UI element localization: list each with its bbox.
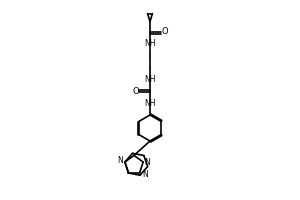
Text: NH: NH [144, 40, 156, 48]
Text: N: N [142, 170, 148, 179]
Text: N: N [144, 158, 150, 167]
Text: O: O [161, 27, 168, 36]
Text: O: O [132, 88, 139, 97]
Text: N: N [118, 156, 123, 165]
Text: NH: NH [144, 99, 156, 108]
Text: NH: NH [144, 75, 156, 84]
